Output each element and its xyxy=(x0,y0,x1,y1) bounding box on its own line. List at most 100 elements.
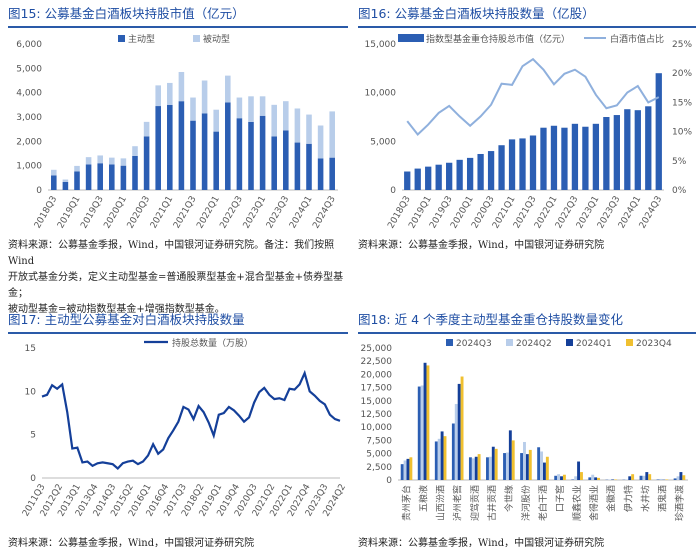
bar-2023Q4 xyxy=(494,448,498,480)
y-tick-label: 3,000 xyxy=(16,113,42,123)
bar-2024Q3 xyxy=(417,386,421,480)
y-tick-label: 0 xyxy=(386,476,392,486)
bar-2023Q4 xyxy=(614,479,618,480)
bar-2024Q2 xyxy=(471,458,475,480)
fig17-source: 资料来源：公募基金季报，Wind，中国银河证券研究院 xyxy=(8,536,348,552)
bar-passive xyxy=(213,109,219,132)
bar-holding-value xyxy=(487,151,495,190)
bar-2024Q2 xyxy=(574,476,578,480)
legend-swatch-2024Q1 xyxy=(566,339,573,346)
bar-active xyxy=(120,165,127,190)
legend-swatch-passive xyxy=(193,35,200,42)
legend-label-2023Q4: 2023Q4 xyxy=(636,339,672,349)
bar-holding-value xyxy=(456,159,463,190)
bar-2024Q1 xyxy=(474,456,478,480)
fig17-title-bar: 图17: 主动型公募基金对白酒板块持股数量 xyxy=(8,310,348,334)
bar-2024Q2 xyxy=(557,474,561,480)
x-tick-label: 水井坊 xyxy=(639,485,651,512)
fig16-source-line: 资料来源：公募基金季报，Wind，中国银河证券研究院 xyxy=(358,240,605,251)
bar-active xyxy=(225,102,231,190)
x-tick-label: 山西汾酒 xyxy=(436,485,447,521)
bar-2024Q1 xyxy=(508,430,512,480)
legend-label-line: 白酒市值占比 xyxy=(610,33,664,45)
bar-holding-value xyxy=(655,73,662,190)
bar-holding-value xyxy=(645,106,652,190)
bar-2023Q4 xyxy=(460,376,464,480)
y-tick-label: 15,000 xyxy=(365,40,397,50)
bar-passive xyxy=(167,82,173,105)
bar-holding-value xyxy=(582,126,589,190)
fig18-title: 近 4 个季度主动型基金重仓持股数量变化 xyxy=(394,312,624,327)
bar-active xyxy=(143,136,150,190)
fig16-title: 公募基金白酒板块持股数量（亿股） xyxy=(394,6,595,21)
legend-label-active: 主动型 xyxy=(128,33,155,45)
fig17-source-line: 资料来源：公募基金季报，Wind，中国银河证券研究院 xyxy=(8,538,255,549)
bar-2024Q3 xyxy=(451,423,455,480)
bar-2024Q3 xyxy=(673,478,677,480)
bar-2024Q2 xyxy=(437,438,441,480)
bar-active xyxy=(213,131,219,190)
y-tick-label: 1,000 xyxy=(16,162,42,172)
bar-2024Q1 xyxy=(491,446,495,480)
bar-holding-value xyxy=(571,123,579,190)
bar-2024Q3 xyxy=(554,475,558,480)
y-tick-label: 5,000 xyxy=(366,450,392,460)
bar-2023Q4 xyxy=(443,436,447,480)
bar-holding-value xyxy=(561,127,568,190)
bar-holding-value xyxy=(498,145,505,190)
panel-fig16: 图16: 公募基金白酒板块持股数量（亿股） 0 5,000 10,000 15,000 0… xyxy=(358,4,696,294)
bar-active xyxy=(109,164,115,190)
bar-2024Q2 xyxy=(540,451,543,480)
bar-2024Q3 xyxy=(400,464,404,480)
bar-active xyxy=(283,130,289,190)
y2-tick-label: 0% xyxy=(672,186,687,196)
y2-tick-label: 20% xyxy=(672,69,692,79)
bar-passive xyxy=(51,169,57,176)
bar-2024Q1 xyxy=(406,458,410,480)
panel-fig18: 图18: 近 4 个季度主动型基金重仓持股数量变化 0 2,500 5,000 7,50… xyxy=(358,310,696,556)
fig18-source: 资料来源：公募基金季报，Wind，中国银河证券研究院 xyxy=(358,536,696,552)
fig18-source-line: 资料来源：公募基金季报，Wind，中国银河证券研究院 xyxy=(358,538,605,549)
bar-active xyxy=(167,104,173,190)
bar-passive xyxy=(236,97,243,119)
bar-2024Q1 xyxy=(645,472,649,480)
chart-fig16: 05,00010,00015,0000%5%10%15%20%25%2018Q3… xyxy=(365,33,693,230)
fig15-source: 资料来源：公募基金季报，Wind，中国银河证券研究院。备注：我们按照 Wind … xyxy=(8,238,348,318)
legend-label-passive: 被动型 xyxy=(203,33,230,45)
bar-2023Q4 xyxy=(665,479,669,480)
bar-passive xyxy=(329,111,335,158)
x-tick-label: 舍得酒业 xyxy=(588,485,600,521)
bar-2024Q3 xyxy=(486,457,489,480)
y2-tick-label: 15% xyxy=(672,98,692,108)
legend-label-2024Q1: 2024Q1 xyxy=(576,339,612,349)
bar-2024Q2 xyxy=(454,403,458,480)
x-tick-label: 伊力特 xyxy=(622,485,634,512)
bar-2024Q3 xyxy=(520,453,524,480)
bar-2023Q4 xyxy=(545,456,549,480)
y-tick-label: 15,000 xyxy=(361,397,393,407)
bar-active xyxy=(294,142,301,190)
bar-2024Q2 xyxy=(591,474,595,480)
fig16-title-bar: 图16: 公募基金白酒板块持股数量（亿股） xyxy=(358,4,696,28)
fig15-source-line: 开放式基金分类，定义主动型基金=普通股票型基金+混合型基金+债券型基金； xyxy=(8,272,344,299)
fig18-number: 图18: xyxy=(358,312,391,327)
bar-holding-value xyxy=(404,171,411,190)
bar-holding-value xyxy=(466,157,474,190)
bar-2024Q3 xyxy=(656,479,660,480)
x-tick-label: 泸州老窖 xyxy=(452,485,464,521)
bar-passive xyxy=(306,114,312,144)
y-tick-label: 0 xyxy=(36,186,42,196)
bar-passive xyxy=(155,85,161,107)
bar-holding-value xyxy=(446,162,453,190)
bar-passive xyxy=(248,96,254,122)
bar-passive xyxy=(283,101,289,131)
panel-fig17: 图17: 主动型公募基金对白酒板块持股数量 0 5 10 15 2011Q3 2012Q2 2… xyxy=(8,310,348,556)
bar-2024Q2 xyxy=(420,385,424,480)
bar-2024Q2 xyxy=(403,460,407,480)
y-tick-label: 2,500 xyxy=(366,463,392,473)
bar-active xyxy=(132,155,138,190)
bar-2024Q2 xyxy=(676,476,680,480)
fig15-source-line: 被动型基金=被动指数型基金+增强指数型基金。 xyxy=(8,304,225,315)
y-tick-label: 5,000 xyxy=(16,64,42,74)
x-tick-label: 古井贡酒 xyxy=(486,485,498,521)
